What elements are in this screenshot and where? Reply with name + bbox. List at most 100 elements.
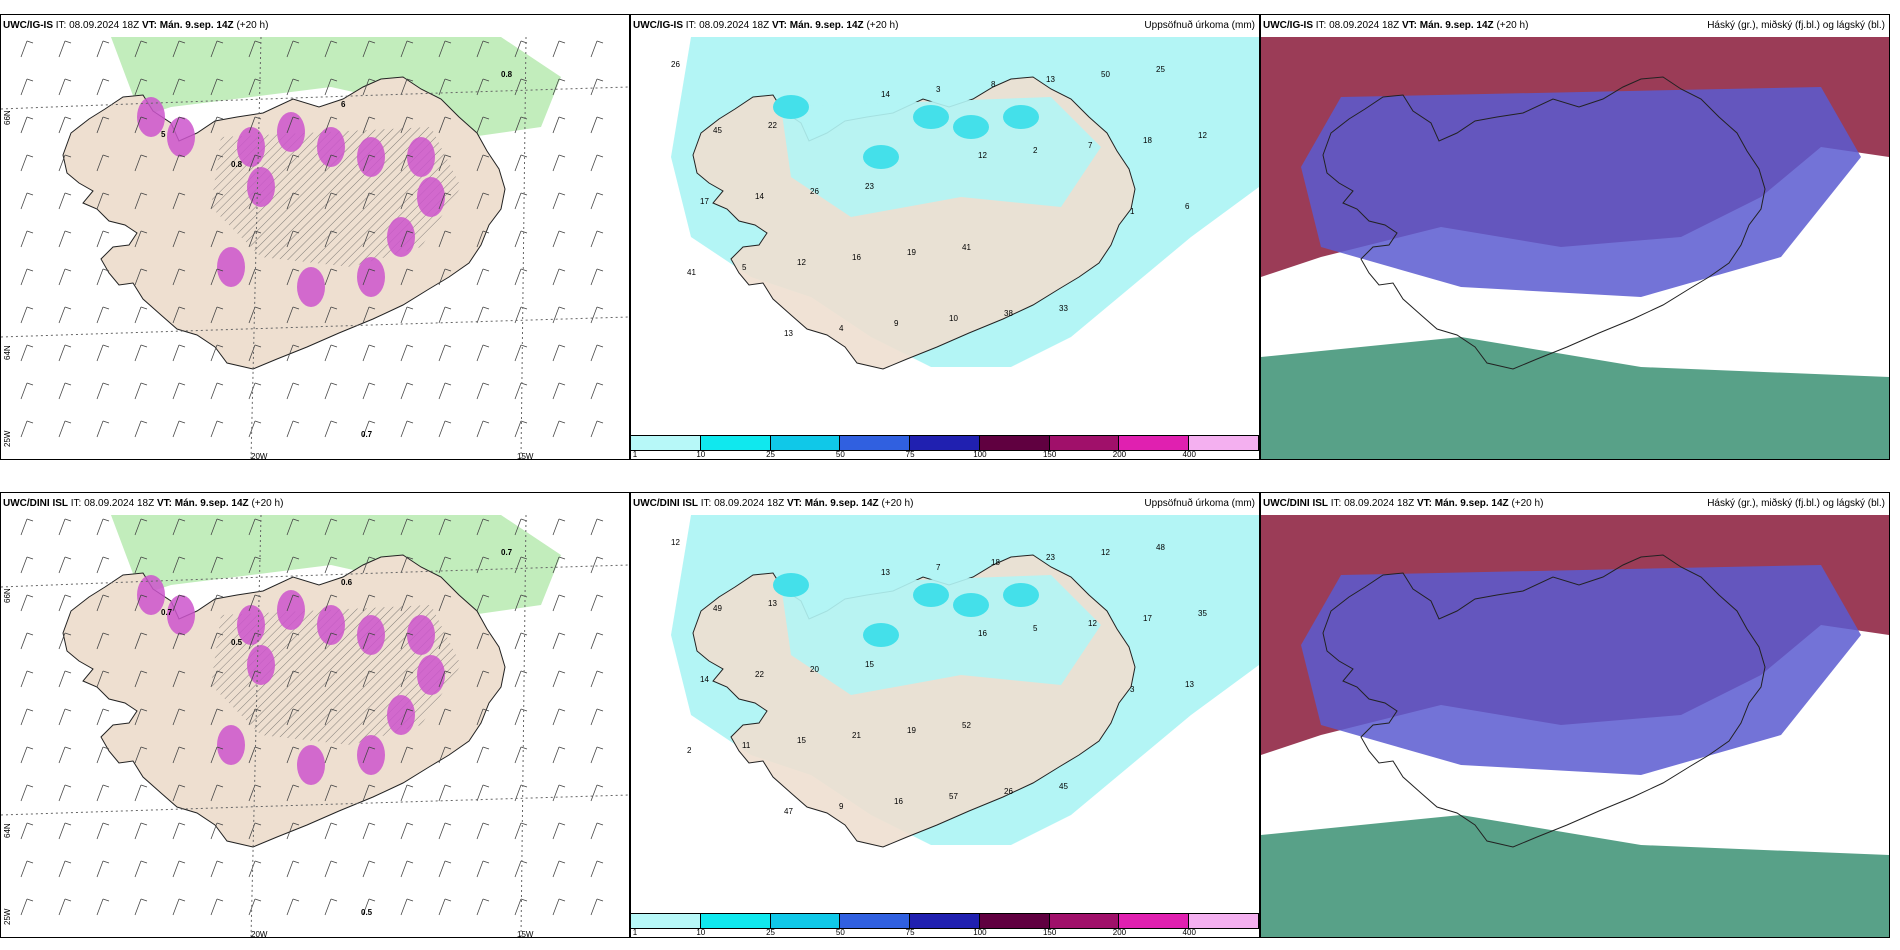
- wind-barb: [476, 822, 490, 840]
- wind-barb: [248, 382, 262, 400]
- precip-value-label: 22: [755, 670, 764, 679]
- wind-barb: [286, 382, 300, 400]
- wind-barb: [476, 556, 490, 574]
- wind-barb: [400, 518, 414, 536]
- wind-barb: [172, 518, 186, 536]
- wind-barb: [362, 344, 376, 362]
- colorbar-tick-label: 75: [905, 450, 915, 459]
- wind-barb: [286, 784, 300, 802]
- wind-barb: [590, 154, 604, 172]
- wind-barb: [552, 556, 566, 574]
- cloud-cover-map: [1261, 515, 1889, 937]
- cloud-title: Háský (gr.), miðský (fj.bl.) og lágský (…: [1707, 498, 1885, 509]
- precip-value-label: 13: [1046, 75, 1055, 84]
- wind-barb: [20, 746, 34, 764]
- wind-barb: [248, 192, 262, 210]
- wind-barb: [58, 230, 72, 248]
- precip-title: Uppsöfnuð úrkoma (mm): [1144, 20, 1255, 31]
- wind-barb: [438, 192, 452, 210]
- precip-value-label: 12: [671, 538, 680, 547]
- wind-barb: [590, 594, 604, 612]
- pink-precip-blob: [137, 575, 165, 615]
- heavy-precip-cell: [863, 145, 899, 169]
- colorbar-tick-label: 200: [1112, 450, 1127, 459]
- wind-barb: [476, 192, 490, 210]
- wind-barb: [96, 632, 110, 650]
- wind-barb: [514, 420, 528, 438]
- wind-barb: [248, 154, 262, 172]
- lon-label-15w: 15W: [517, 452, 534, 460]
- wind-barb: [210, 420, 224, 438]
- wind-barb: [58, 708, 72, 726]
- wind-barb: [362, 784, 376, 802]
- wind-barb: [58, 382, 72, 400]
- wind-barb: [476, 518, 490, 536]
- colorbar-tick-label: 10: [696, 450, 706, 459]
- wind-barb: [514, 268, 528, 286]
- wind-barb: [58, 632, 72, 650]
- colorbar-tick-label: 100: [973, 450, 987, 459]
- wind-barb: [172, 420, 186, 438]
- colorbar-swatch: [1189, 914, 1259, 928]
- wind-barb: [590, 306, 604, 324]
- wind-barb: [324, 708, 338, 726]
- heavy-precip-cell: [773, 573, 809, 597]
- lon-label-20w: 20W: [251, 930, 268, 938]
- lon-grid-line: [520, 37, 527, 459]
- precip-value-label: 41: [687, 268, 696, 277]
- wind-barb: [438, 632, 452, 650]
- wind-barb: [362, 40, 376, 58]
- wind-barb: [438, 860, 452, 878]
- wind-barb: [590, 268, 604, 286]
- pink-precip-blob: [277, 112, 305, 152]
- wind-barb: [438, 746, 452, 764]
- wind-barb: [96, 344, 110, 362]
- wind-barb: [514, 632, 528, 650]
- wind-barb: [400, 898, 414, 916]
- wind-barb: [476, 40, 490, 58]
- wind-barb: [96, 230, 110, 248]
- precip-value-label: 23: [865, 182, 874, 191]
- pink-precip-blob: [217, 247, 245, 287]
- wind-barb: [286, 822, 300, 840]
- wind-barb: [552, 78, 566, 96]
- pink-precip-blob: [417, 177, 445, 217]
- precip-value-label: 15: [865, 660, 874, 669]
- wind-barb: [400, 78, 414, 96]
- wind-barb: [134, 556, 148, 574]
- wind-barb: [324, 632, 338, 650]
- wind-barb: [514, 898, 528, 916]
- wind-barb: [324, 420, 338, 438]
- pink-precip-blob: [297, 267, 325, 307]
- wind-barb: [134, 860, 148, 878]
- pink-precip-blob: [407, 615, 435, 655]
- precip-value-label: 14: [700, 675, 709, 684]
- wind-barb: [324, 860, 338, 878]
- lon-label-15w: 15W: [517, 930, 534, 938]
- pink-precip-blob: [387, 217, 415, 257]
- wind-barb: [248, 898, 262, 916]
- colorbar-tick-label: 50: [835, 450, 845, 459]
- pink-precip-blob: [357, 137, 385, 177]
- wind-barb: [438, 784, 452, 802]
- precip-value-label: 3: [936, 85, 941, 94]
- wind-barb: [286, 556, 300, 574]
- wind-barb: [248, 518, 262, 536]
- precip-value-label: 26: [1004, 787, 1013, 796]
- cloud-title: Háský (gr.), miðský (fj.bl.) og lágský (…: [1707, 20, 1885, 31]
- iceland-coastline: [1322, 554, 1766, 848]
- wind-barb: [324, 746, 338, 764]
- wind-barb: [590, 784, 604, 802]
- panel-header: UWC/IG-IS IT: 08.09.2024 18Z VT: Mán. 9.…: [3, 20, 269, 31]
- wind-barb: [58, 556, 72, 574]
- wind-barb: [286, 116, 300, 134]
- iceland-coastline: [1322, 76, 1766, 370]
- precip-value-label: 13: [768, 599, 777, 608]
- lat-grid-line: [1, 564, 629, 588]
- wind-barb: [96, 822, 110, 840]
- wind-barb: [286, 268, 300, 286]
- wind-barb: [286, 860, 300, 878]
- wind-barb: [552, 822, 566, 840]
- precip-value-label: 21: [852, 731, 861, 740]
- pink-precip-blob: [417, 655, 445, 695]
